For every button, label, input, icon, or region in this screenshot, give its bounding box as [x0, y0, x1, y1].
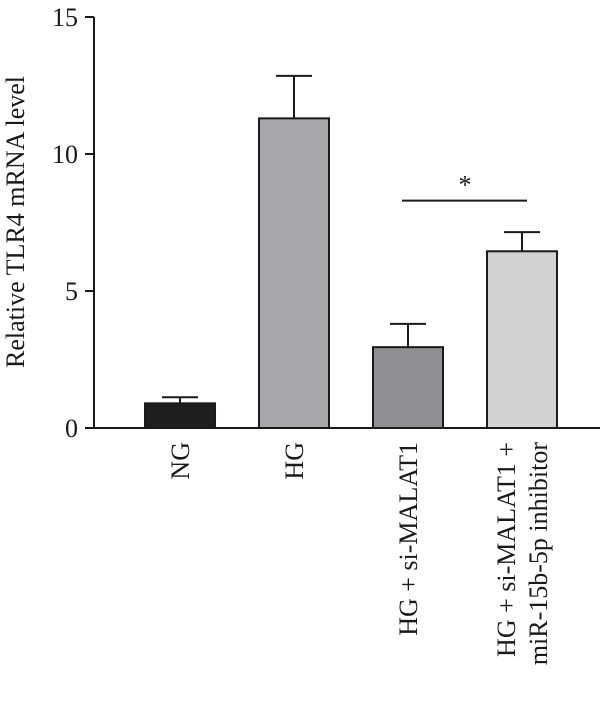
x-tick-label: HG + si-MALAT1 +	[492, 442, 521, 657]
y-axis-label: Relative TLR4 mRNA level	[1, 76, 30, 368]
bar	[486, 250, 558, 429]
y-tick-label: 15	[52, 3, 78, 32]
x-tick-label: miR-15b-5p inhibitor	[524, 442, 553, 666]
x-tick-label: NG	[166, 442, 195, 480]
bar	[258, 117, 330, 429]
bar	[144, 402, 216, 429]
y-tick-label: 5	[65, 277, 78, 306]
y-tick-label: 0	[65, 414, 78, 443]
y-tick-label: 10	[52, 140, 78, 169]
x-tick-label: HG + si-MALAT1	[394, 442, 423, 636]
bar	[372, 346, 444, 430]
x-tick-label: HG	[280, 442, 309, 480]
significance-label: *	[459, 171, 472, 200]
